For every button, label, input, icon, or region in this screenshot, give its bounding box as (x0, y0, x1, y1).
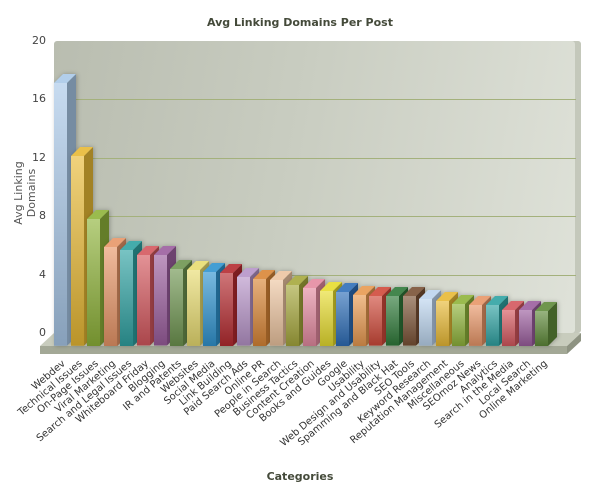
y-tick-label: 16 (32, 92, 46, 106)
y-tick-label: 8 (39, 209, 46, 223)
gridline (54, 99, 576, 101)
bar[interactable] (535, 301, 558, 346)
gridline (54, 216, 576, 218)
y-tick-label: 20 (32, 34, 46, 47)
chart-title: Avg Linking Domains Per Post (207, 16, 393, 29)
x-axis-title: Categories (266, 470, 334, 483)
y-tick-label: 4 (39, 267, 46, 281)
y-tick-label: 12 (32, 150, 46, 164)
gridline (54, 274, 576, 276)
y-tick-label: 0 (39, 326, 46, 339)
gridline (54, 157, 576, 159)
